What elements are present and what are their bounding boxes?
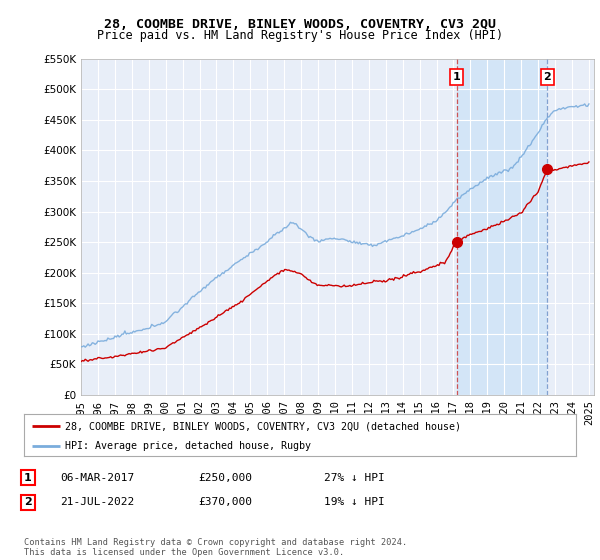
Text: Contains HM Land Registry data © Crown copyright and database right 2024.
This d: Contains HM Land Registry data © Crown c… bbox=[24, 538, 407, 557]
Text: £250,000: £250,000 bbox=[198, 473, 252, 483]
Text: 21-JUL-2022: 21-JUL-2022 bbox=[60, 497, 134, 507]
Text: 2: 2 bbox=[24, 497, 32, 507]
Text: 1: 1 bbox=[24, 473, 32, 483]
Text: 06-MAR-2017: 06-MAR-2017 bbox=[60, 473, 134, 483]
Text: 19% ↓ HPI: 19% ↓ HPI bbox=[324, 497, 385, 507]
Text: £370,000: £370,000 bbox=[198, 497, 252, 507]
Bar bbox=[457, 59, 547, 395]
Text: 2: 2 bbox=[544, 72, 551, 82]
Text: 1: 1 bbox=[452, 72, 460, 82]
Text: 28, COOMBE DRIVE, BINLEY WOODS, COVENTRY, CV3 2QU: 28, COOMBE DRIVE, BINLEY WOODS, COVENTRY… bbox=[104, 18, 496, 31]
Text: Price paid vs. HM Land Registry's House Price Index (HPI): Price paid vs. HM Land Registry's House … bbox=[97, 29, 503, 42]
Text: 27% ↓ HPI: 27% ↓ HPI bbox=[324, 473, 385, 483]
Text: HPI: Average price, detached house, Rugby: HPI: Average price, detached house, Rugb… bbox=[65, 441, 311, 451]
Text: 28, COOMBE DRIVE, BINLEY WOODS, COVENTRY, CV3 2QU (detached house): 28, COOMBE DRIVE, BINLEY WOODS, COVENTRY… bbox=[65, 421, 461, 431]
